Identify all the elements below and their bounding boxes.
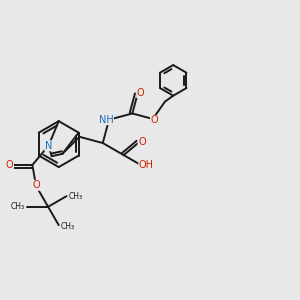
Text: O: O bbox=[32, 180, 40, 190]
Text: CH₃: CH₃ bbox=[61, 222, 75, 231]
Text: O: O bbox=[138, 137, 146, 147]
Text: CH₃: CH₃ bbox=[11, 202, 25, 211]
Text: O: O bbox=[137, 88, 144, 98]
Text: NH: NH bbox=[99, 115, 113, 125]
Text: O: O bbox=[151, 116, 158, 125]
Text: CH₃: CH₃ bbox=[69, 192, 83, 201]
Text: O: O bbox=[6, 160, 14, 170]
Text: OH: OH bbox=[139, 160, 154, 170]
Text: N: N bbox=[45, 141, 52, 151]
